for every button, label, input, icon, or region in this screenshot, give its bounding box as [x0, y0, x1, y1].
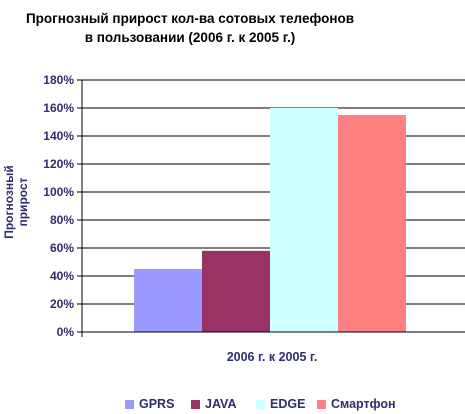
y-tick-label: 120%	[43, 157, 74, 171]
legend-label: Смартфон	[331, 397, 396, 411]
legend: GPRS JAVA EDGE Смартфон	[0, 396, 465, 412]
legend-item: GPRS	[125, 396, 174, 412]
y-tick-label: 20%	[50, 297, 74, 311]
chart-title-line1: Прогнозный прирост кол-ва сотовых телефо…	[25, 11, 355, 26]
chart-title-line2: в пользовании (2006 г. к 2005 г.)	[84, 30, 296, 45]
y-tick-labels: 0% 20% 40% 60% 80% 100% 120% 140% 160% 180%	[43, 73, 74, 339]
y-tick-label: 80%	[50, 213, 74, 227]
axes	[77, 79, 465, 337]
y-tick-label: 180%	[43, 73, 74, 87]
bar-3	[270, 108, 338, 332]
legend-item: EDGE	[256, 396, 305, 412]
y-tick-label: 0%	[57, 325, 75, 339]
bar-1	[134, 269, 202, 332]
legend-swatch	[317, 399, 326, 409]
legend-label: GPRS	[139, 397, 175, 411]
legend-label: JAVA	[205, 397, 237, 411]
y-tick-label: 100%	[43, 185, 74, 199]
legend-item: Смартфон	[317, 396, 396, 412]
x-axis-category-label: 2006 г. к 2005 г.	[226, 350, 318, 364]
legend-swatch	[191, 399, 200, 409]
bar-2	[202, 250, 270, 332]
legend-swatch	[256, 399, 265, 409]
bars	[134, 108, 406, 332]
y-tick-label: 160%	[43, 101, 74, 115]
legend-swatch	[125, 399, 134, 409]
legend-item: JAVA	[191, 396, 237, 412]
y-tick-label: 60%	[50, 241, 74, 255]
bar-4	[338, 115, 406, 332]
y-tick-label: 40%	[50, 269, 74, 283]
legend-label: EDGE	[270, 397, 306, 411]
y-tick-label: 140%	[43, 129, 74, 143]
